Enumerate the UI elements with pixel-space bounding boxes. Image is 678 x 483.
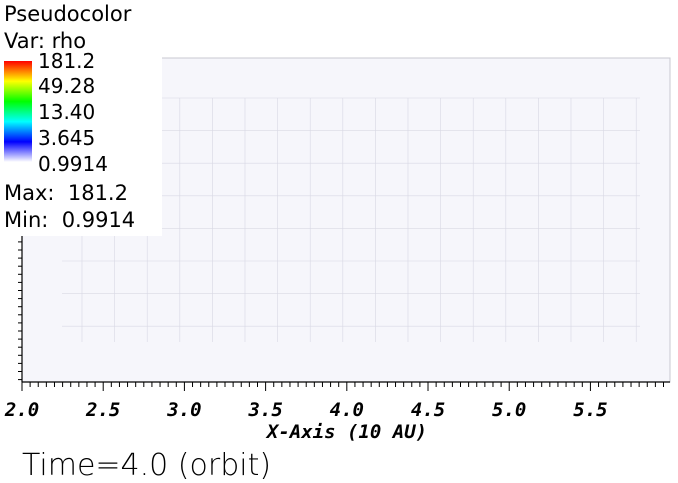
x-tick-label: 4.0 bbox=[330, 399, 364, 421]
legend-tick-1: 181.2 bbox=[38, 49, 96, 73]
legend-tick-3: 13.40 bbox=[38, 100, 96, 124]
x-tick-label: 3.0 bbox=[166, 399, 201, 421]
x-tick-label: 4.5 bbox=[411, 399, 445, 421]
legend-title: Pseudocolor bbox=[4, 2, 132, 26]
x-axis: 2.0 2.5 3.0 3.5 4.0 4.5 5.0 5.5 bbox=[4, 78, 670, 421]
x-tick-label: 5.0 bbox=[492, 399, 526, 421]
x-tick-label: 2.0 bbox=[4, 399, 39, 421]
x-tick-label: 3.5 bbox=[247, 399, 282, 421]
legend-tick-2: 49.28 bbox=[38, 74, 96, 98]
legend-tick-5: 0.9914 bbox=[38, 152, 108, 176]
legend-tick-4: 3.645 bbox=[38, 126, 96, 150]
legend-max: Max: 181.2 bbox=[4, 181, 128, 205]
legend-variable: Var: rho bbox=[4, 29, 87, 53]
x-tick-label: 2.5 bbox=[85, 399, 120, 421]
legend-min: Min: 0.9914 bbox=[4, 208, 136, 232]
colorbar bbox=[4, 61, 32, 162]
legend: Pseudocolor Var: rho 181.2 49.28 13.40 3… bbox=[0, 0, 162, 236]
x-tick-label: 5.5 bbox=[573, 399, 607, 421]
x-axis-title: X-Axis (10 AU) bbox=[266, 421, 428, 443]
time-annotation: Time=4.0 (orbit) bbox=[22, 448, 272, 483]
